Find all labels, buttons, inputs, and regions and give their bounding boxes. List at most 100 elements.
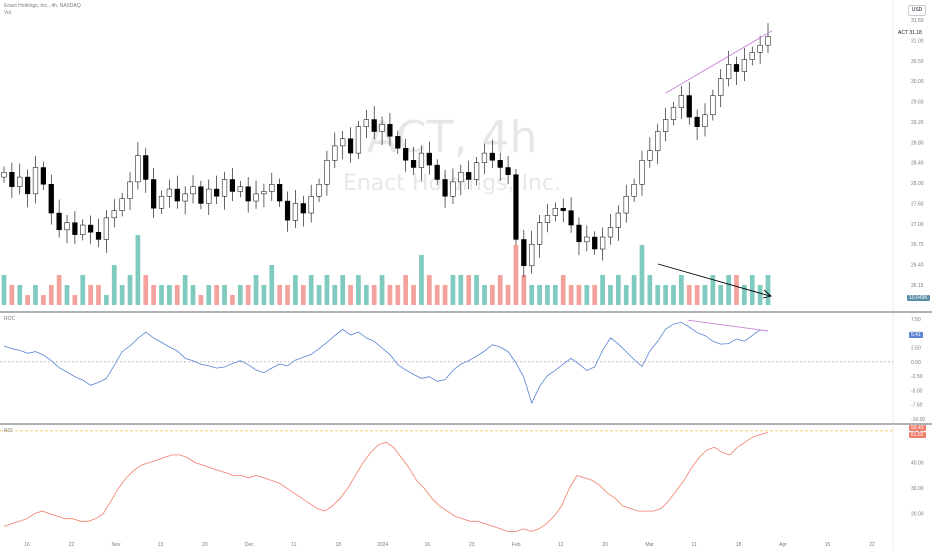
volume-bar xyxy=(72,295,78,305)
volume-bar xyxy=(104,295,109,305)
volume-legend-label: Vol xyxy=(4,10,11,16)
volume-bar xyxy=(584,285,590,305)
volume-bar xyxy=(111,265,117,305)
candle-body xyxy=(371,119,377,132)
volume-bar xyxy=(340,275,346,305)
volume-bar xyxy=(151,285,157,305)
candle-body xyxy=(261,191,267,195)
volume-bar xyxy=(623,285,629,305)
candle-body xyxy=(395,136,401,149)
x-tick-label: Nov xyxy=(111,542,120,548)
volume-bar xyxy=(308,275,314,305)
candle-body xyxy=(568,210,574,226)
price-tick-label: 31.00 xyxy=(911,38,924,44)
currency-button[interactable]: USD xyxy=(908,5,926,16)
candle-body xyxy=(536,222,543,245)
candle-body xyxy=(119,198,125,211)
volume-bar xyxy=(237,285,243,305)
volume-bar xyxy=(568,285,574,305)
volume-bar xyxy=(411,285,416,305)
candle-body xyxy=(80,224,86,235)
volume-bar xyxy=(757,285,763,305)
overlay xyxy=(657,30,773,332)
price-tick-label: 29.60 xyxy=(911,100,924,106)
roc-tick-label: 2.50 xyxy=(911,346,921,352)
volume-bar xyxy=(174,285,180,305)
volume-bar xyxy=(214,285,220,305)
candle-body xyxy=(418,152,425,168)
candle-body xyxy=(403,148,409,161)
candle-body xyxy=(489,152,495,161)
x-tick-label: Feb xyxy=(512,542,521,548)
volume-bar xyxy=(17,285,23,305)
x-tick-label: 22 xyxy=(69,542,75,548)
volume-bar xyxy=(663,285,668,305)
volume-bar xyxy=(80,275,86,305)
candle-body xyxy=(466,172,472,180)
candle-body xyxy=(639,160,645,185)
volume-bar xyxy=(395,285,401,305)
price-tick-label: 30.50 xyxy=(911,59,924,65)
candle-body xyxy=(379,124,385,132)
candle-body xyxy=(765,36,771,46)
rsi-badge-top: 52.43 xyxy=(909,425,926,431)
x-tick-label: 16 xyxy=(424,542,430,548)
candle-body xyxy=(284,200,291,221)
candle-body xyxy=(9,172,15,187)
volume-bar xyxy=(64,285,70,305)
volume-bar xyxy=(537,285,542,305)
candle-body xyxy=(277,184,283,202)
rci-tick-label: 20.00 xyxy=(911,512,924,518)
candle-body xyxy=(25,176,31,195)
candle-body xyxy=(292,203,299,221)
candle-body xyxy=(151,179,157,209)
candle-body xyxy=(434,164,440,180)
rci-tick-label: 52.43 xyxy=(911,429,924,435)
volume-bar xyxy=(167,285,172,305)
price-tick-label: 26.40 xyxy=(911,263,924,269)
candle-body xyxy=(324,160,330,185)
volume-bar xyxy=(33,285,38,305)
volume-bar xyxy=(206,285,212,305)
volume-bar xyxy=(545,285,550,305)
volume-bar xyxy=(316,285,322,305)
volume-bar xyxy=(277,285,283,305)
volume-bar xyxy=(655,285,661,305)
candle-body xyxy=(103,217,110,240)
candle-body xyxy=(505,167,511,175)
roc-tick-label: 0.00 xyxy=(911,360,921,366)
candle-body xyxy=(544,215,551,223)
volume-bar xyxy=(450,275,456,305)
candle-body xyxy=(332,145,338,161)
volume-bar xyxy=(293,275,298,305)
volume-bar xyxy=(324,275,330,305)
candle-body xyxy=(88,224,94,233)
candle-body xyxy=(521,239,527,267)
candle-body xyxy=(576,224,582,243)
candle-body xyxy=(1,172,7,178)
volume-bar xyxy=(119,285,125,305)
candle-body xyxy=(198,186,204,204)
last-price-label: 31.18 xyxy=(909,30,922,36)
candle-body xyxy=(245,186,251,202)
candle-body xyxy=(190,186,196,195)
volume-bar xyxy=(726,275,731,305)
candle-body xyxy=(426,152,432,166)
candle-body xyxy=(458,172,464,183)
volume-bar xyxy=(25,295,30,305)
volume-arrow-head xyxy=(762,289,772,299)
rsi-panel xyxy=(0,430,893,532)
volume-bar xyxy=(1,275,7,305)
candle-body xyxy=(95,231,102,240)
price-tick-label: 31.50 xyxy=(911,18,924,24)
volume-bar xyxy=(521,275,527,305)
candle-body xyxy=(56,212,62,231)
price-tick-label: 27.60 xyxy=(911,201,924,207)
volume-bar xyxy=(434,285,440,305)
candle-body xyxy=(757,44,763,53)
candle-body xyxy=(702,114,708,127)
candle-body xyxy=(450,181,456,197)
roc-tick-label: 7.50 xyxy=(911,317,921,323)
